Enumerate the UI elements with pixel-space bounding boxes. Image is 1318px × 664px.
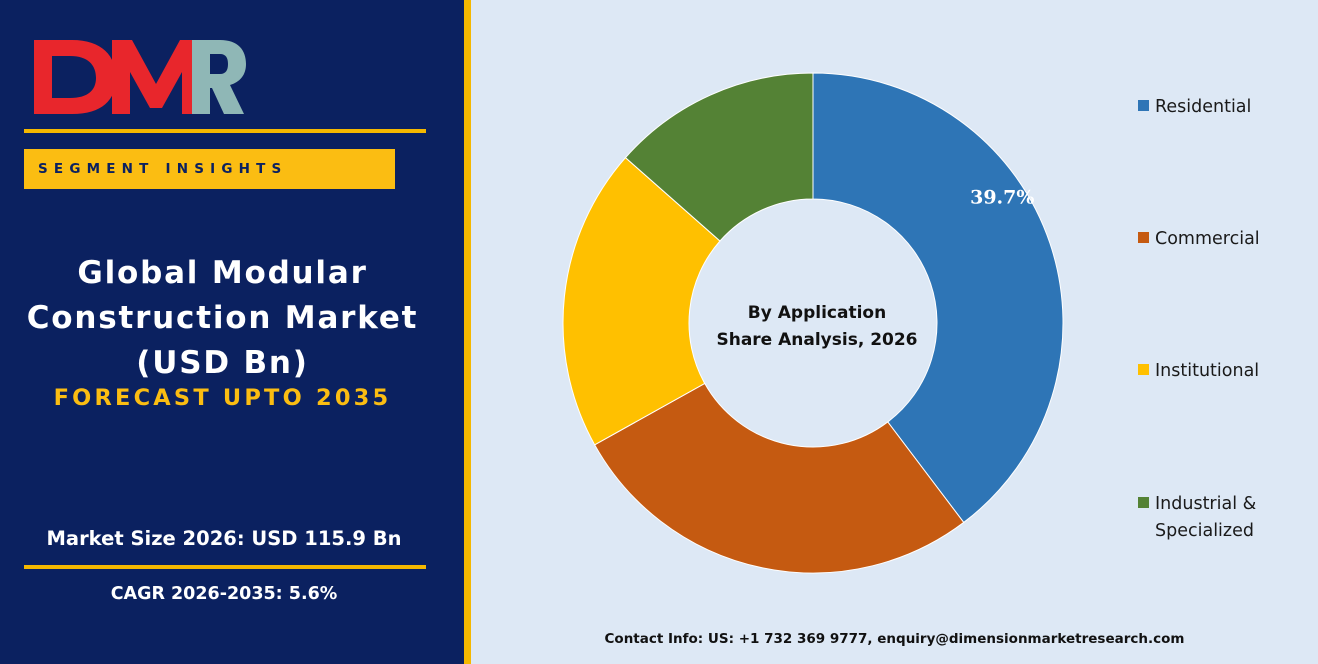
title-line-2: Construction Market [26,300,419,336]
legend-swatch [1138,232,1149,243]
title-line-3: (USD Bn) [136,345,309,381]
contact-info: Contact Info: US: +1 732 369 9777, enqui… [604,631,1185,647]
dmr-logo [34,40,246,114]
slice-industrial-specialized [624,72,814,242]
legend-item: Commercial [1138,226,1285,253]
report-title: Global Modular Construction Market (USD … [10,251,435,386]
legend-item: Institutional [1138,358,1285,385]
center-label-line-1: By Application [748,303,886,323]
legend-swatch [1138,497,1149,508]
legend-item: Residential [1138,94,1285,121]
slice-data-label: 39.7% [970,187,1034,209]
legend-label: Institutional [1155,361,1260,381]
legend-swatch [1138,364,1149,375]
gold-divider-top [24,129,426,133]
forecast-label: FORECAST UPTO 2035 [53,385,392,411]
panel-divider [464,0,471,664]
legend-label: Commercial [1155,229,1260,249]
gold-divider-bottom [24,565,426,569]
segment-insights-label: SEGMENT INSIGHTS [38,161,288,177]
slice-commercial [594,382,965,574]
cagr-value: CAGR 2026-2035: 5.6% [110,584,338,604]
title-line-1: Global Modular [77,255,368,291]
slice-institutional [562,156,721,446]
segment-insights-badge: SEGMENT INSIGHTS [24,149,395,189]
slice-residential [812,72,1064,524]
legend-label: Industrial & Specialized [1155,494,1257,541]
legend-item: Industrial & Specialized [1138,491,1285,545]
legend-label: Residential [1155,97,1252,117]
market-size: Market Size 2026: USD 115.9 Bn [46,527,402,550]
center-label-line-2: Share Analysis, 2026 [716,330,917,350]
legend-swatch [1138,100,1149,111]
